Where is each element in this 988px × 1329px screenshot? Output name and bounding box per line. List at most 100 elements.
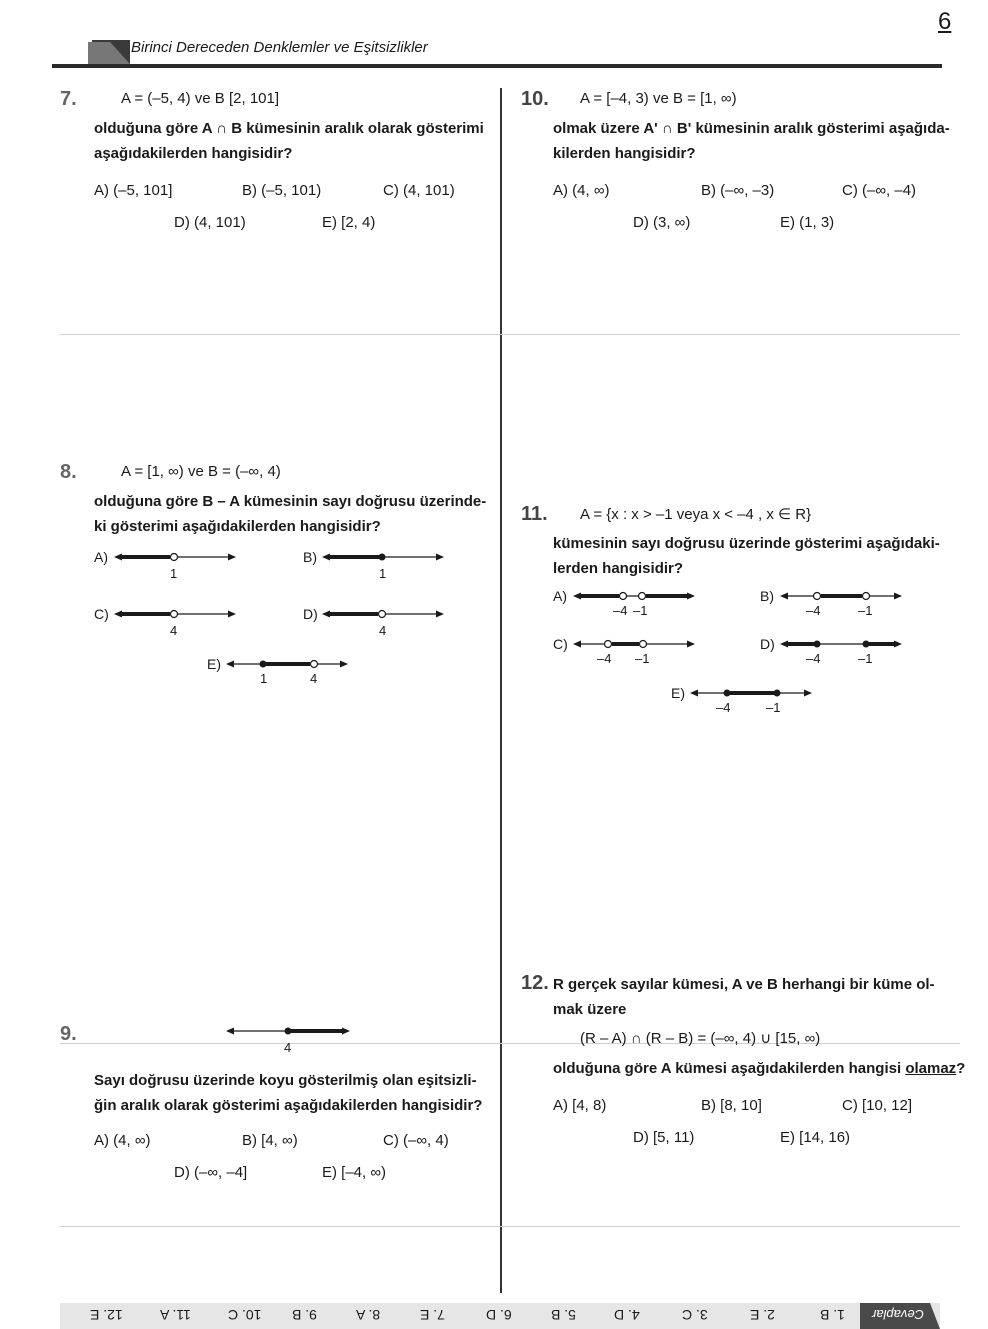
option-b[interactable]: B) (–∞, –3) <box>701 182 775 199</box>
question-stem-line: kümesinin sayı doğrusu üzerinde gösterim… <box>553 535 940 552</box>
tick-label: –1 <box>858 603 872 618</box>
answer-item: 6. D <box>486 1307 512 1323</box>
question-stem-line: olduğuna göre A kümesi aşağıdakilerden h… <box>553 1056 965 1081</box>
answer-item: 11. A <box>160 1307 191 1323</box>
row-separator <box>60 334 960 335</box>
question-number: 9. <box>60 1023 77 1045</box>
question-stem-line: olduğuna göre A ∩ B kümesinin aralık ola… <box>94 120 484 137</box>
tick-label: –4 <box>716 700 730 715</box>
answer-item: 5. B <box>551 1307 576 1323</box>
option-b[interactable]: B) [8, 10] <box>701 1097 762 1114</box>
option-b[interactable]: B) (–5, 101) <box>242 182 322 199</box>
tick-label: 4 <box>170 623 177 638</box>
question-number: 7. <box>60 88 77 110</box>
option-d-label[interactable]: D) <box>760 636 775 652</box>
option-b-label[interactable]: B) <box>760 588 774 604</box>
tick-label: –4 <box>597 651 611 666</box>
option-a[interactable]: A) (–5, 101] <box>94 182 173 199</box>
stem-question-mark: ? <box>956 1060 966 1077</box>
question-number: 12. <box>521 972 549 994</box>
question-stem-line: Sayı doğrusu üzerinde koyu gösterilmiş o… <box>94 1072 477 1089</box>
answer-item: 12. E <box>90 1307 123 1323</box>
stem-text: olduğuna göre A kümesi aşağıdakilerden h… <box>553 1060 906 1077</box>
option-c[interactable]: C) [10, 12] <box>842 1097 913 1114</box>
option-a[interactable]: A) (4, ∞) <box>94 1132 151 1149</box>
option-d[interactable]: D) (4, 101) <box>174 214 246 231</box>
option-d-number-line[interactable]: 4 <box>322 605 446 639</box>
tick-label: –4 <box>806 651 820 666</box>
answer-item: 10. C <box>228 1307 262 1323</box>
option-a-number-line[interactable]: –4 –1 <box>573 587 697 621</box>
question-stem-line: mak üzere <box>553 1001 627 1018</box>
chapter-tab-decoration <box>52 40 130 64</box>
answer-item: 4. D <box>614 1307 640 1323</box>
question-9-number-line: 4 <box>226 1027 350 1055</box>
given-set: A = {x : x > –1 veya x < –4 , x ∈ R} <box>580 506 812 523</box>
row-separator <box>60 1226 960 1227</box>
tick-label: 4 <box>284 1040 291 1055</box>
option-a-label[interactable]: A) <box>553 588 567 604</box>
option-d[interactable]: D) (–∞, –4] <box>174 1164 248 1181</box>
question-number: 10. <box>521 88 549 110</box>
question-stem-line: R gerçek sayılar kümesi, A ve B herhangi… <box>553 976 935 993</box>
question-stem-line: aşağıdakilerden hangisidir? <box>94 145 293 162</box>
tick-label: –4 <box>613 603 627 618</box>
tick-label: –1 <box>635 651 649 666</box>
column-divider <box>500 88 502 1293</box>
option-d[interactable]: D) [5, 11) <box>633 1129 695 1146</box>
question-stem-line: olmak üzere A' ∩ B' kümesinin aralık gös… <box>553 120 950 137</box>
option-d[interactable]: D) (3, ∞) <box>633 214 691 231</box>
tick-label: –1 <box>858 651 872 666</box>
option-b-number-line[interactable]: –4 –1 <box>780 587 904 621</box>
answer-item: 8. A <box>356 1307 381 1323</box>
tick-label: –1 <box>633 603 647 618</box>
option-e[interactable]: E) (1, 3) <box>780 214 835 231</box>
option-e-number-line[interactable]: –4 –1 <box>690 684 814 718</box>
answer-item: 7. E <box>420 1307 445 1323</box>
option-e[interactable]: E) [14, 16) <box>780 1129 851 1146</box>
option-a-label[interactable]: A) <box>94 549 108 565</box>
answer-item: 9. B <box>292 1307 317 1323</box>
answer-key-label: Cevaplar <box>872 1307 925 1322</box>
tick-label: 1 <box>170 566 177 581</box>
option-e-number-line[interactable]: 1 4 <box>226 655 350 689</box>
question-number: 11. <box>521 503 548 525</box>
answer-item: 2. E <box>750 1307 775 1323</box>
option-a[interactable]: A) (4, ∞) <box>553 182 610 199</box>
given-sets: A = [1, ∞) ve B = (–∞, 4) <box>121 463 281 480</box>
option-e-label[interactable]: E) <box>671 685 685 701</box>
option-b[interactable]: B) [4, ∞) <box>242 1132 298 1149</box>
option-e[interactable]: E) [2, 4) <box>322 214 376 231</box>
tick-label: –1 <box>766 700 780 715</box>
option-c[interactable]: C) (–∞, –4) <box>842 182 917 199</box>
option-c-label[interactable]: C) <box>553 636 568 652</box>
question-number: 8. <box>60 461 77 483</box>
tick-label: –4 <box>806 603 820 618</box>
tick-label: 4 <box>379 623 386 638</box>
option-c-number-line[interactable]: 4 <box>114 605 238 639</box>
option-d-number-line[interactable]: –4 –1 <box>780 635 904 669</box>
option-c-label[interactable]: C) <box>94 606 109 622</box>
tick-label: 1 <box>260 671 267 686</box>
given-equation: (R – A) ∩ (R – B) = (–∞, 4) ∪ [15, ∞) <box>580 1030 821 1047</box>
option-b-number-line[interactable]: 1 <box>322 548 446 582</box>
question-stem-line: ki gösterimi aşağıdakilerden hangisidir? <box>94 518 381 535</box>
tick-label: 1 <box>379 566 386 581</box>
header-rule <box>52 64 942 68</box>
answer-key-tab <box>860 1303 940 1329</box>
option-a[interactable]: A) [4, 8) <box>553 1097 607 1114</box>
option-d-label[interactable]: D) <box>303 606 318 622</box>
answer-item: 1. B <box>820 1307 845 1323</box>
question-stem-line: lerden hangisidir? <box>553 560 684 577</box>
question-stem-line: ğin aralık olarak gösterimi aşağıdakiler… <box>94 1097 483 1114</box>
option-c-number-line[interactable]: –4 –1 <box>573 635 697 669</box>
option-a-number-line[interactable]: 1 <box>114 548 238 582</box>
option-b-label[interactable]: B) <box>303 549 317 565</box>
option-c[interactable]: C) (4, 101) <box>383 182 455 199</box>
given-sets: A = [–4, 3) ve B = [1, ∞) <box>580 90 737 107</box>
option-e-label[interactable]: E) <box>207 656 221 672</box>
option-c[interactable]: C) (–∞, 4) <box>383 1132 449 1149</box>
tick-label: 4 <box>310 671 317 686</box>
option-e[interactable]: E) [–4, ∞) <box>322 1164 387 1181</box>
row-separator <box>60 1043 960 1044</box>
